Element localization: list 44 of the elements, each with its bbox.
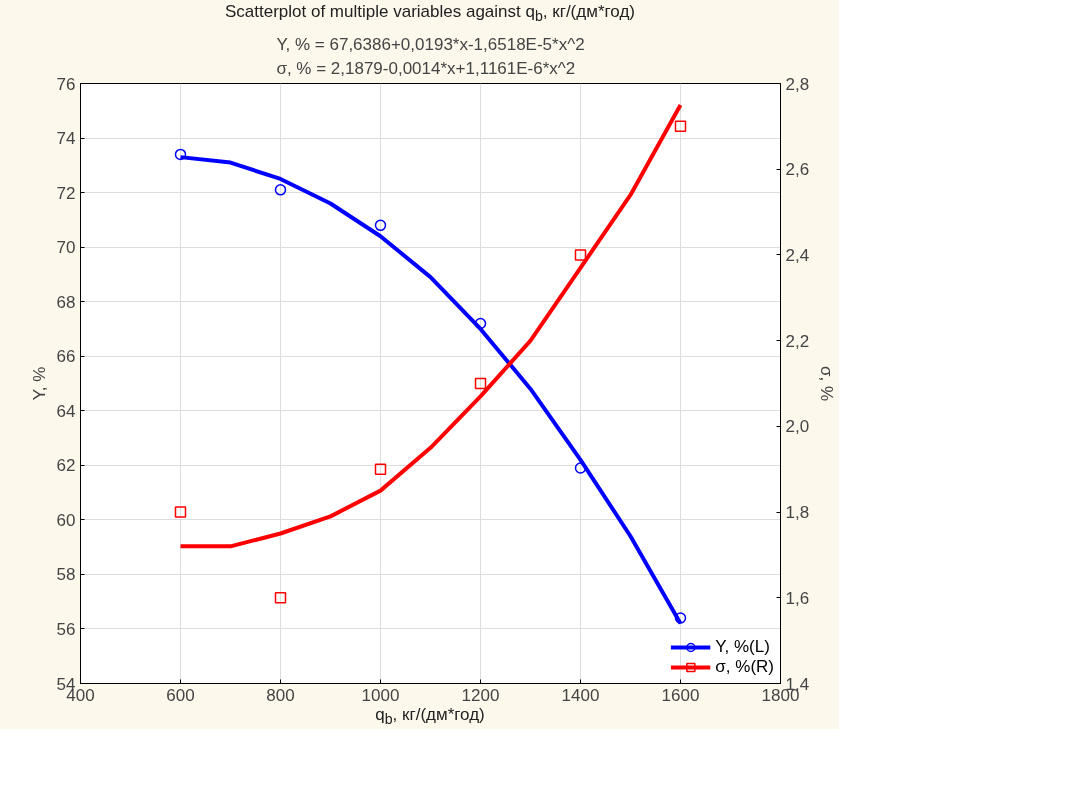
y-tick-label: 70 [56, 237, 76, 257]
y-axis-title: Y, % [29, 366, 49, 400]
point [674, 611, 687, 624]
x-tick-label: 1000 [361, 685, 400, 705]
x-tick-label: 1600 [661, 685, 700, 705]
y2-axis-title: σ, % [817, 365, 837, 401]
y-tick-label: 76 [56, 74, 76, 94]
y2-tick-label: 2,8 [785, 74, 810, 94]
y-tick-label: 72 [56, 183, 76, 203]
point [374, 463, 387, 475]
y2-tick-label: 2,2 [785, 331, 810, 351]
point [474, 317, 487, 329]
x-tick-label: 800 [266, 685, 295, 705]
x-axis-title: q$_{b}$, кг/(дм*год) [375, 703, 485, 729]
legend-label: Y, %(L) [715, 636, 770, 657]
point [174, 148, 187, 160]
y-tick-label: 58 [56, 565, 76, 585]
point [474, 377, 487, 389]
y-tick-label: 64 [56, 401, 76, 421]
y2-tick-label: 2,6 [785, 159, 810, 179]
point [574, 248, 587, 261]
x-tick-label: 1200 [461, 685, 500, 705]
y-tick-label: 62 [56, 455, 76, 475]
y2-tick-label: 2,4 [785, 245, 810, 265]
legend-label: σ, %(R) [715, 656, 774, 677]
y-tick-label: 60 [56, 510, 76, 530]
point [274, 183, 287, 196]
y2-tick-label: 1,8 [785, 502, 810, 522]
point [274, 591, 287, 604]
y2-tick-label: 1,6 [785, 588, 810, 608]
point [574, 461, 587, 474]
y-tick-label: 74 [56, 128, 76, 148]
point [174, 505, 187, 518]
point [374, 219, 387, 231]
chart-subtitle: Y, % = 67,6386+0,0193*x-1,6518E-5*x^2 σ, % = 2,1879-0,0014*x+1,1161E-6*x^2 [276, 34, 585, 79]
x-tick-label: 600 [166, 685, 195, 705]
line-series [178, 102, 683, 548]
y-tick-label: 68 [56, 292, 76, 312]
point [674, 120, 687, 132]
chart-title: Scatterplot of multiple variables against q$_{b}$, кг/(дм*год) [224, 1, 635, 27]
y-tick-label: 66 [56, 346, 76, 366]
y-tick-label: 56 [56, 619, 76, 639]
y2-tick-label: 2,0 [785, 416, 810, 436]
x-tick-label: 1400 [561, 685, 600, 705]
